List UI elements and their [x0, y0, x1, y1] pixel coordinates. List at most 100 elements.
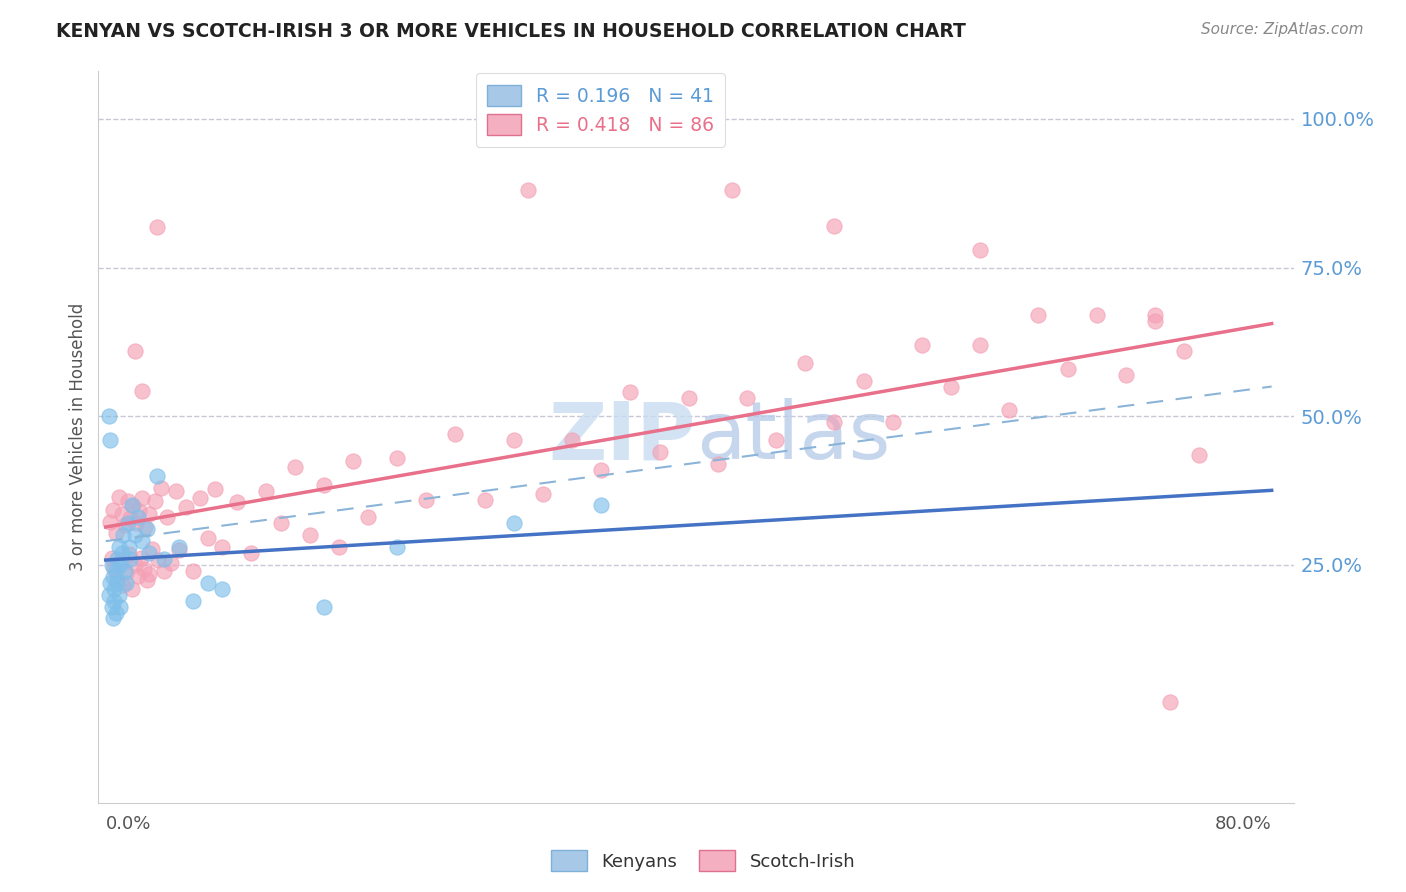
Point: [141, 542, 163, 557]
Point: [132, 562, 155, 576]
Point: [167, 543, 190, 558]
Point: [678, 392, 700, 406]
Point: [1115, 368, 1137, 382]
Point: [181, 564, 204, 578]
Legend: Kenyans, Scotch-Irish: Kenyans, Scotch-Irish: [544, 843, 862, 879]
Point: [112, 578, 135, 592]
Point: [721, 183, 744, 197]
Point: [156, 509, 179, 524]
Point: [143, 494, 166, 508]
Point: [103, 562, 125, 576]
Legend: R = 0.196   N = 41, R = 0.418   N = 86: R = 0.196 N = 41, R = 0.418 N = 86: [475, 73, 725, 146]
Point: [1028, 308, 1050, 322]
Point: [121, 582, 143, 597]
Point: [124, 528, 146, 542]
Point: [120, 552, 142, 566]
Point: [101, 570, 124, 584]
Point: [112, 528, 135, 542]
Point: [385, 450, 409, 465]
Text: Source: ZipAtlas.com: Source: ZipAtlas.com: [1201, 22, 1364, 37]
Point: [298, 528, 321, 542]
Point: [138, 508, 160, 522]
Text: 80.0%: 80.0%: [1215, 814, 1271, 833]
Point: [131, 491, 153, 505]
Point: [105, 552, 128, 566]
Point: [124, 558, 146, 572]
Point: [357, 510, 380, 524]
Point: [204, 482, 226, 496]
Point: [114, 564, 136, 578]
Point: [328, 540, 350, 554]
Point: [131, 534, 153, 549]
Point: [108, 588, 131, 602]
Point: [517, 183, 540, 197]
Point: [117, 494, 139, 508]
Point: [118, 547, 141, 561]
Point: [120, 511, 142, 525]
Point: [1144, 308, 1167, 322]
Point: [240, 546, 263, 560]
Point: [314, 599, 336, 614]
Point: [969, 243, 991, 257]
Point: [707, 457, 730, 471]
Point: [105, 574, 128, 588]
Point: [110, 558, 132, 572]
Point: [118, 540, 141, 554]
Point: [135, 522, 157, 536]
Point: [100, 550, 122, 565]
Point: [114, 518, 136, 533]
Point: [1159, 695, 1181, 709]
Point: [129, 550, 152, 565]
Point: [115, 566, 138, 580]
Point: [104, 564, 127, 578]
Point: [225, 495, 247, 509]
Point: [124, 343, 146, 358]
Text: ZIP: ZIP: [548, 398, 696, 476]
Point: [111, 507, 134, 521]
Point: [190, 491, 212, 505]
Point: [153, 552, 176, 566]
Point: [1173, 343, 1195, 358]
Point: [823, 415, 845, 429]
Point: [531, 486, 554, 500]
Point: [153, 564, 176, 578]
Point: [138, 566, 160, 581]
Point: [648, 445, 671, 459]
Point: [181, 593, 204, 607]
Point: [98, 433, 121, 447]
Text: 0.0%: 0.0%: [105, 814, 150, 833]
Point: [765, 433, 787, 447]
Point: [502, 433, 524, 447]
Point: [138, 546, 160, 560]
Point: [100, 558, 122, 572]
Point: [197, 531, 219, 545]
Point: [211, 582, 233, 596]
Point: [342, 454, 364, 468]
Point: [98, 516, 121, 530]
Point: [150, 481, 173, 495]
Point: [1056, 361, 1078, 376]
Point: [561, 433, 583, 447]
Point: [115, 575, 138, 590]
Point: [160, 557, 183, 571]
Point: [103, 593, 125, 607]
Point: [127, 510, 149, 524]
Text: KENYAN VS SCOTCH-IRISH 3 OR MORE VEHICLES IN HOUSEHOLD CORRELATION CHART: KENYAN VS SCOTCH-IRISH 3 OR MORE VEHICLE…: [56, 22, 966, 41]
Point: [735, 392, 758, 406]
Point: [197, 575, 219, 590]
Point: [135, 574, 157, 588]
Point: [794, 356, 817, 370]
Point: [127, 569, 149, 583]
Point: [167, 540, 190, 554]
Point: [591, 499, 613, 513]
Point: [101, 503, 124, 517]
Point: [444, 427, 467, 442]
Point: [502, 516, 524, 531]
Point: [165, 484, 187, 499]
Point: [97, 588, 120, 602]
Point: [104, 526, 127, 541]
Point: [103, 582, 125, 596]
Point: [108, 540, 131, 554]
Point: [117, 516, 139, 531]
Point: [145, 220, 167, 235]
